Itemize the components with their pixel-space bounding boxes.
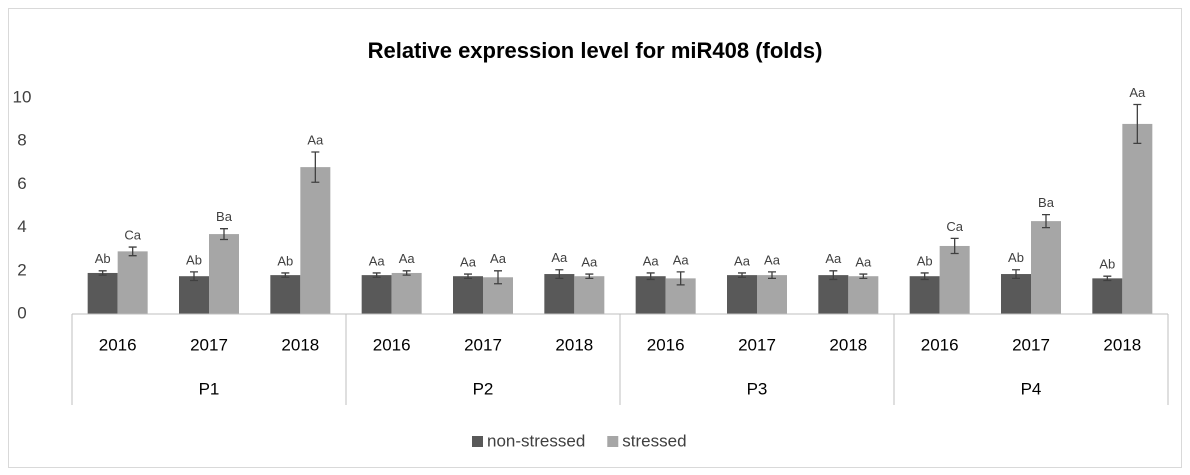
data-label: Ca [124,227,141,242]
legend-swatch [607,436,619,447]
bar [635,276,666,314]
bar [574,276,605,314]
data-label: Ab [1099,257,1115,272]
error-bar [768,271,776,280]
bar [1001,274,1031,314]
error-bar [950,237,959,255]
data-label: Aa [764,252,781,267]
data-label: Aa [1129,85,1146,100]
data-label: Aa [581,254,598,269]
error-bar [920,272,929,281]
error-bar [494,270,502,285]
error-bar [1042,213,1050,229]
error-bar [646,272,655,281]
error-bar [555,269,564,280]
data-label: Aa [551,250,568,265]
bar [1031,221,1061,314]
x-tick-label: 2017 [464,335,502,354]
y-tick-label: 0 [17,303,26,322]
error-bar [585,273,594,280]
data-label: Aa [369,253,386,268]
x-tick-label: 2018 [829,335,867,354]
legend-label: non-stressed [487,431,585,450]
bar [848,276,879,314]
x-tick-label: 2016 [921,335,959,354]
x-tick-label: 2018 [1103,335,1141,354]
y-tick-label: 4 [17,217,26,236]
bar [818,275,849,314]
y-tick-label: 8 [17,131,26,150]
bar [117,251,148,314]
bar [391,272,422,314]
error-bar [1012,269,1020,280]
error-bar [311,151,320,183]
data-label: Ab [95,251,111,266]
data-label: Aa [673,252,690,267]
data-label: Ba [1038,195,1055,210]
error-bar [190,271,198,282]
bar [1092,278,1123,314]
x-tick-label: 2017 [738,335,776,354]
bar [361,275,392,314]
data-label: Aa [855,254,872,269]
error-bar [738,272,746,278]
error-bar [220,228,228,241]
y-tick-label: 6 [17,174,26,193]
data-label: Aa [460,254,477,269]
data-label: Aa [643,253,660,268]
error-bar [402,270,411,276]
group-label: P2 [473,379,494,398]
error-bar [676,271,685,286]
chart-title: Relative expression level for miR408 (fo… [368,38,823,63]
data-label: Ca [946,219,963,234]
error-bar [859,273,868,280]
data-label: Aa [734,253,751,268]
bar [757,275,787,314]
error-bar [281,272,290,278]
legend-swatch [472,436,483,447]
data-label: Aa [825,251,842,266]
group-label: P4 [1021,379,1042,398]
x-tick-label: 2018 [281,335,319,354]
bar [453,276,483,314]
bar [87,272,118,314]
data-label: Aa [307,132,324,147]
data-label: Ab [1008,250,1024,265]
bar [727,275,757,314]
error-bar [128,246,137,257]
y-tick-label: 10 [13,87,32,106]
bar [300,167,331,314]
x-tick-label: 2016 [373,335,411,354]
group-label: P1 [199,379,220,398]
legend-label: stressed [622,431,686,450]
bar [939,245,970,314]
data-label: Ab [186,252,202,267]
error-bar [464,273,472,280]
error-bar [372,272,381,278]
data-label: Aa [399,251,416,266]
error-bar [1133,103,1142,145]
bar [909,276,940,314]
group-label: P3 [747,379,768,398]
bar [1122,123,1153,314]
x-tick-label: 2016 [99,335,137,354]
x-tick-label: 2018 [555,335,593,354]
bar [209,234,239,314]
data-label: Ba [216,209,233,224]
chart-border [8,8,1182,468]
x-tick-label: 2017 [1012,335,1050,354]
bar [544,274,575,314]
bar [270,275,301,314]
error-bar [829,270,838,281]
data-label: Aa [490,251,507,266]
bar [179,276,209,314]
error-bar [98,270,107,276]
error-bar [1103,275,1112,282]
y-tick-label: 2 [17,260,26,279]
x-tick-label: 2017 [190,335,228,354]
data-label: Ab [917,253,933,268]
x-tick-label: 2016 [647,335,685,354]
data-label: Ab [277,253,293,268]
